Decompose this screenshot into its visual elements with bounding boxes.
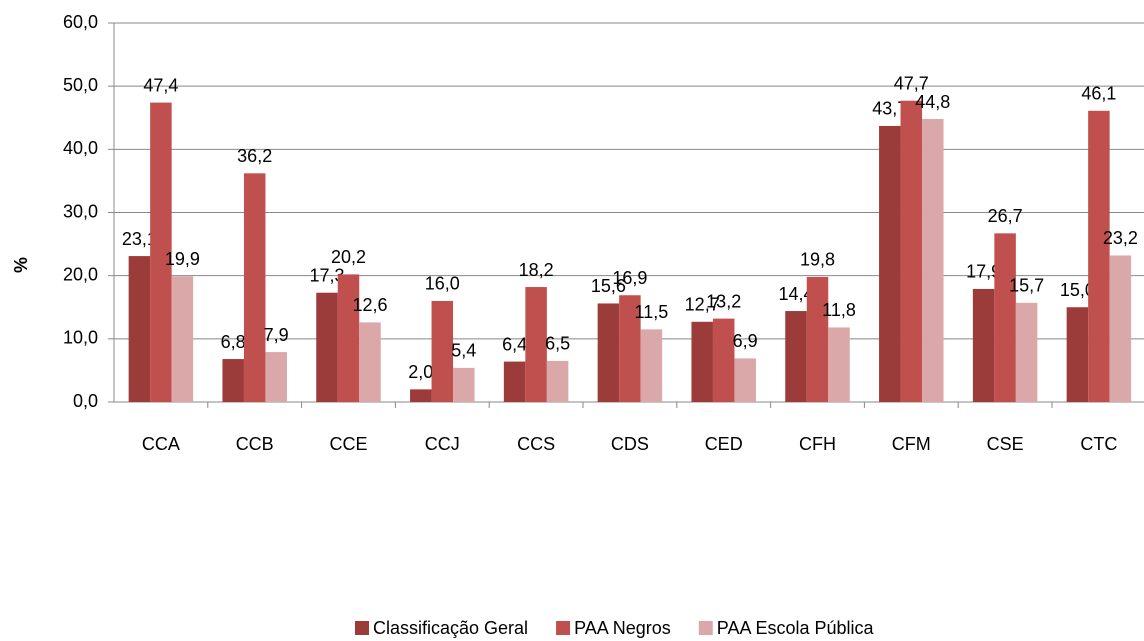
legend-swatch (698, 621, 713, 635)
value-label: 17,9 (966, 262, 1001, 282)
bar (150, 102, 172, 402)
value-label: 12,6 (352, 295, 387, 315)
y-axis-label: % (11, 257, 31, 273)
bar (337, 274, 360, 402)
value-label: 13,2 (706, 291, 741, 311)
bar (243, 173, 266, 402)
bar (972, 288, 995, 402)
value-label: 23,1 (122, 229, 157, 249)
bar (597, 303, 620, 402)
legend-swatch (556, 621, 571, 635)
bar (785, 311, 807, 402)
value-label: 6,4 (502, 334, 527, 354)
bar (1015, 302, 1038, 402)
bar (994, 233, 1016, 402)
bar (546, 360, 569, 402)
y-tick-label: 50,0 (63, 75, 98, 95)
value-label: 7,9 (264, 325, 289, 345)
x-tick-label: CCS (517, 434, 555, 454)
x-tick-label: CCB (236, 434, 274, 454)
value-label: 6,9 (733, 331, 758, 351)
value-label: 43,7 (872, 99, 907, 119)
bar (410, 389, 432, 402)
bar (453, 367, 475, 402)
bar (503, 361, 526, 402)
bar (1088, 110, 1110, 402)
bar (640, 329, 663, 402)
value-label: 36,2 (237, 146, 272, 166)
bar (171, 276, 194, 402)
x-tick-label: CFM (892, 434, 931, 454)
value-label: 15,0 (1060, 280, 1095, 300)
value-label: 18,2 (519, 260, 554, 280)
value-label: 11,8 (822, 300, 856, 320)
x-tick-label: CFH (799, 434, 836, 454)
value-label: 23,2 (1103, 228, 1138, 248)
value-label: 15,6 (591, 276, 626, 296)
bar (431, 300, 454, 402)
value-label: 44,8 (915, 92, 950, 112)
value-label: 47,4 (143, 75, 178, 95)
y-tick-label: 10,0 (63, 328, 98, 348)
bar (265, 352, 287, 402)
bar (806, 276, 829, 402)
y-tick-label: 30,0 (63, 201, 98, 221)
value-label: 47,7 (894, 73, 929, 93)
bar (1066, 307, 1089, 402)
value-label: 26,7 (988, 206, 1023, 226)
bar (359, 322, 381, 402)
bar (619, 295, 641, 402)
legend-label: PAA Negros (574, 618, 671, 638)
value-label: 12,7 (685, 295, 720, 315)
value-label: 19,9 (165, 249, 200, 269)
bar (922, 119, 944, 402)
value-label: 14,4 (778, 284, 813, 304)
x-tick-label: CCE (329, 434, 367, 454)
bar (828, 327, 850, 402)
bar (691, 321, 713, 402)
x-tick-label: CSE (987, 434, 1024, 454)
value-label: 46,1 (1081, 84, 1116, 104)
bar (734, 358, 756, 402)
bar (128, 256, 151, 402)
x-tick-label: CED (705, 434, 743, 454)
value-label: 19,8 (800, 250, 835, 270)
value-label: 6,8 (221, 332, 246, 352)
value-label: 15,7 (1009, 276, 1044, 296)
value-label: 2,0 (408, 362, 433, 382)
bar (712, 318, 735, 402)
y-tick-label: 20,0 (63, 264, 98, 284)
x-tick-label: CCA (142, 434, 180, 454)
value-label: 6,5 (545, 334, 570, 354)
value-label: 5,4 (451, 341, 476, 361)
y-tick-label: 0,0 (73, 391, 98, 411)
bar (316, 292, 338, 402)
y-tick-label: 40,0 (63, 138, 98, 158)
legend-label: Classificação Geral (373, 618, 528, 638)
bar (879, 125, 901, 402)
bar (900, 100, 923, 402)
value-label: 11,5 (635, 302, 669, 322)
value-label: 17,3 (309, 265, 344, 285)
x-tick-label: CCJ (425, 434, 460, 454)
value-label: 16,9 (612, 268, 647, 288)
y-tick-label: 60,0 (63, 12, 98, 32)
value-label: 20,2 (331, 247, 366, 267)
value-label: 16,0 (425, 274, 460, 294)
x-tick-label: CTC (1080, 434, 1117, 454)
bar (525, 287, 547, 402)
bar (222, 359, 244, 402)
x-tick-label: CDS (611, 434, 649, 454)
bar (1109, 255, 1132, 402)
legend-swatch (355, 621, 369, 635)
legend-label: PAA Escola Pública (717, 618, 875, 638)
